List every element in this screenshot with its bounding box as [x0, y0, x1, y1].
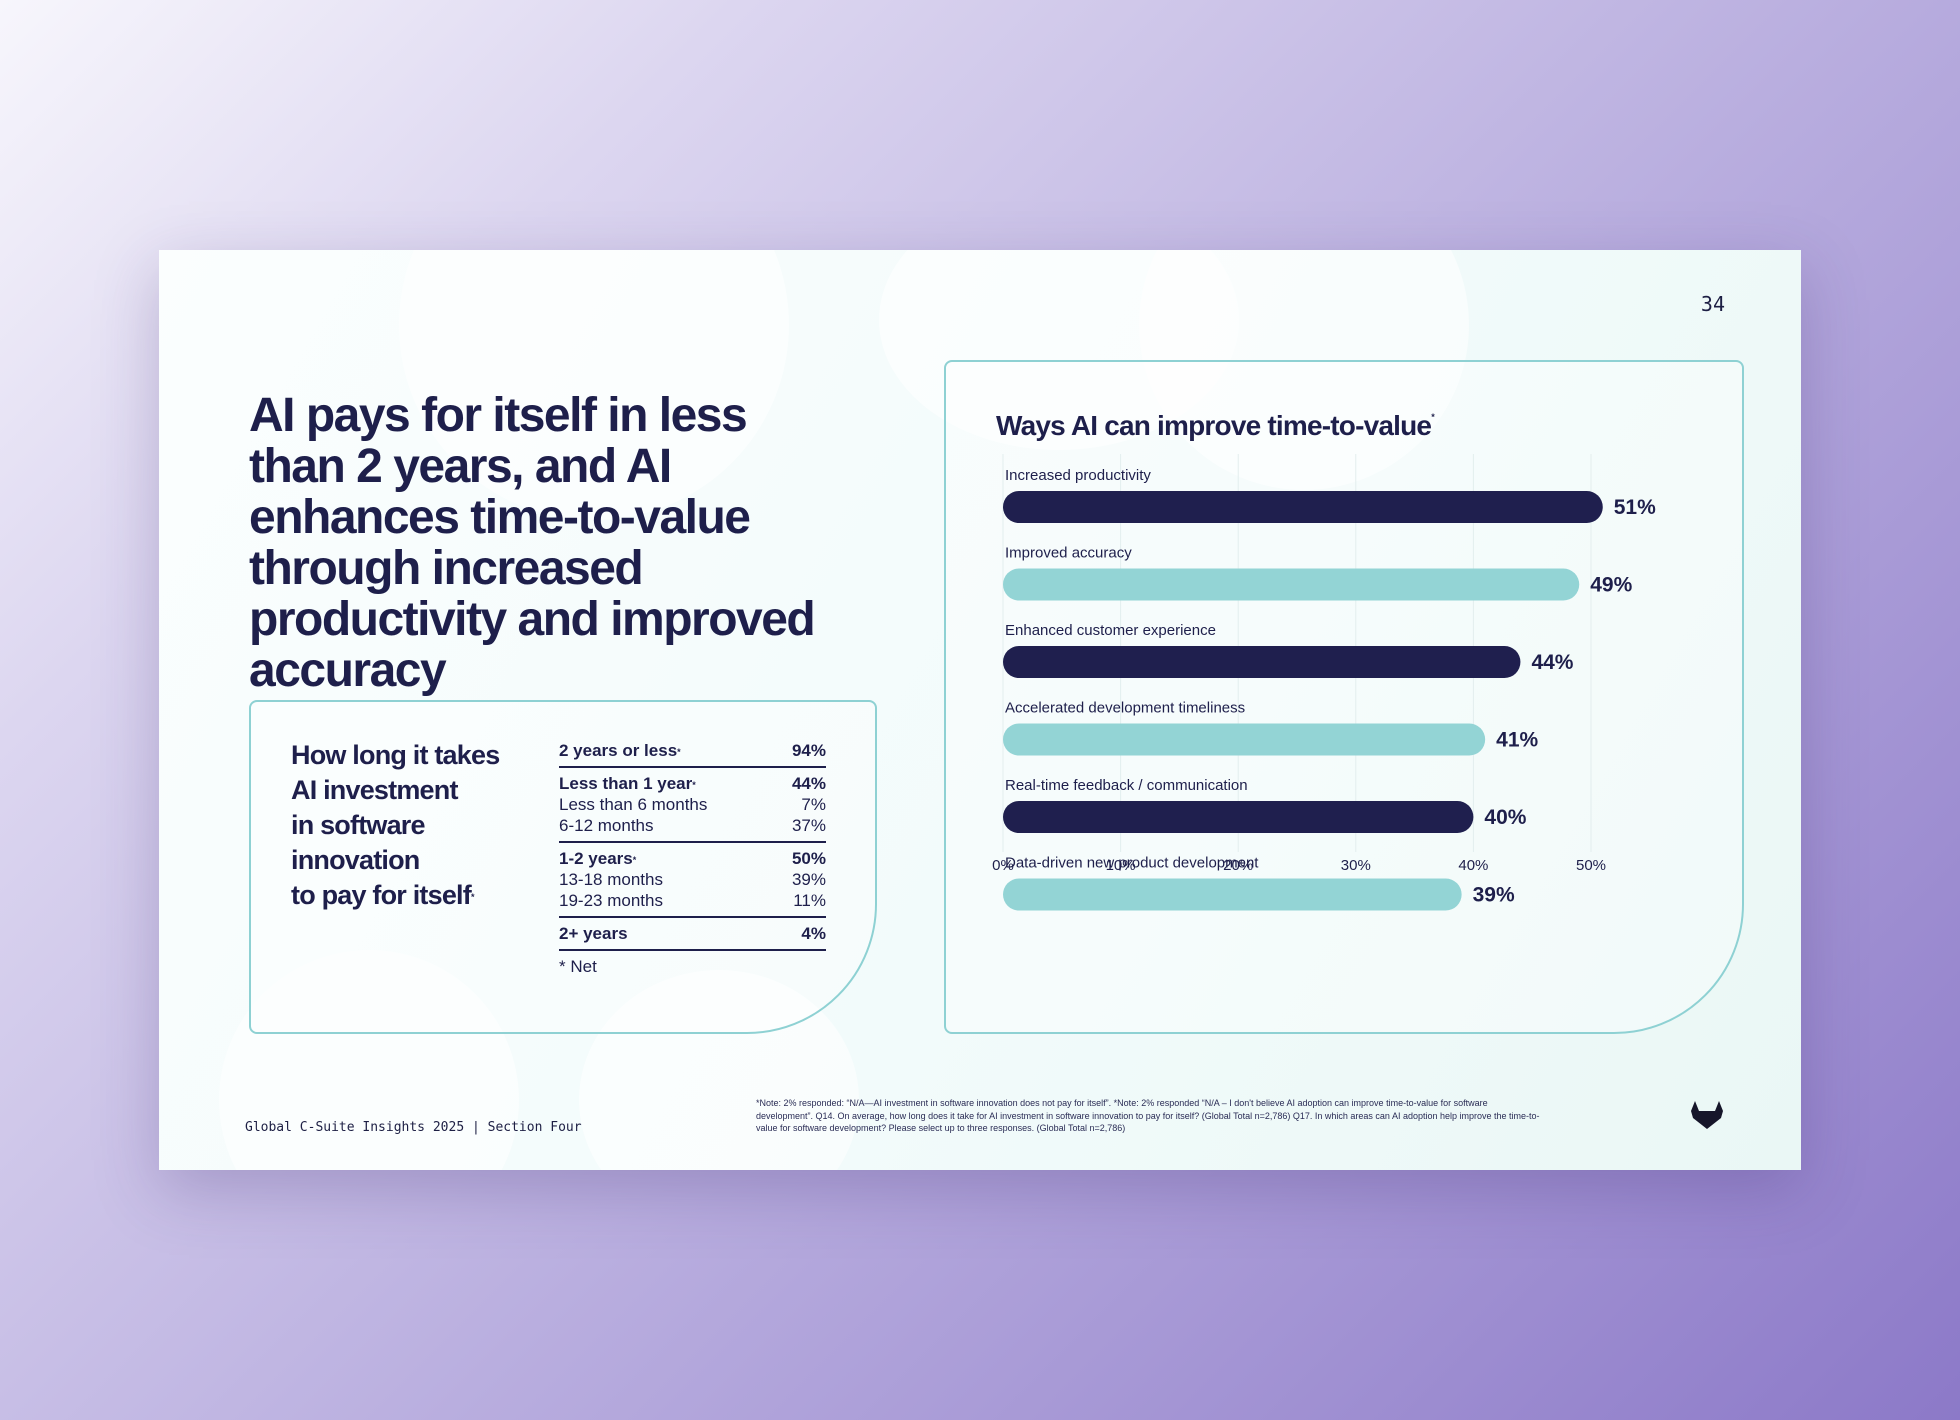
category-label: Improved accuracy — [1005, 545, 1132, 562]
payback-row: 13-18 months 39% — [559, 869, 826, 890]
payback-row-label: Less than 1 year — [559, 774, 693, 793]
payback-row-value: 44% — [791, 774, 826, 793]
payback-row-label: 1-2 years — [559, 849, 633, 868]
x-tick-label: 0% — [992, 857, 1014, 874]
payback-row-label: Less than 6 months — [559, 795, 708, 814]
bar — [1003, 878, 1462, 911]
payback-row: 2+ years 4% — [559, 923, 826, 944]
payback-row: Less than 6 months 7% — [559, 794, 826, 815]
page-number: 34 — [1700, 292, 1725, 316]
payback-table: 2 years or less* 94% Less than 1 year* 44% L… — [559, 740, 826, 977]
payback-row: 19-23 months 11% — [559, 890, 826, 911]
category-label: Increased productivity — [1005, 467, 1151, 484]
category-label: Enhanced customer experience — [1005, 622, 1216, 639]
payback-row-label: 2+ years — [559, 924, 628, 943]
x-tick-label: 40% — [1458, 857, 1488, 874]
bar — [1003, 491, 1603, 523]
payback-row-value: 11% — [793, 891, 826, 910]
payback-row-value: 94% — [791, 741, 826, 760]
x-tick-label: 50% — [1576, 857, 1606, 874]
value-label: 49% — [1590, 574, 1632, 597]
x-tick-label: 20% — [1223, 857, 1253, 874]
payback-title: How long it takes AI investment in softwar… — [291, 740, 500, 910]
page-title: AI pays for itself in less than 2 years,… — [249, 389, 816, 697]
footnote: *Note: 2% responded: “N/A—AI investment … — [756, 1098, 1540, 1133]
bar — [1003, 568, 1580, 601]
chart-card: Ways AI can improve time-to-value* 0% 10%… — [944, 360, 1744, 1034]
payback-row-value: 39% — [791, 870, 826, 889]
slide: 34 AI pays for itself in less than 2 yea… — [159, 250, 1801, 1170]
chart-title: Ways AI can improve time-to-value* — [996, 410, 1435, 441]
value-label: 51% — [1614, 496, 1656, 519]
bar-chart: 0% 10% 20% 30% 40% 50% Increased productivity 5… — [992, 454, 1656, 911]
category-label: Data-driven new product development — [1005, 855, 1259, 872]
payback-row-label: 13-18 months — [559, 870, 663, 889]
payback-row: 6-12 months 37% — [559, 815, 826, 836]
payback-row-label: 6-12 months — [559, 816, 654, 835]
bar — [1003, 723, 1486, 756]
payback-row-value: 37% — [791, 816, 826, 835]
payback-group: 1-2 years* 50% 13-18 months 39% 19-23 months… — [559, 843, 826, 918]
value-label: 39% — [1473, 884, 1515, 907]
payback-row: Less than 1 year* 44% — [559, 774, 826, 793]
payback-row: 1-2 years* 50% — [559, 849, 826, 868]
x-tick-label: 10% — [1106, 857, 1136, 874]
gitlab-fox-icon — [1691, 1101, 1723, 1129]
value-label: 44% — [1531, 651, 1573, 674]
payback-row-value: 7% — [801, 795, 826, 814]
value-label: 41% — [1496, 729, 1538, 752]
payback-group: Less than 1 year* 44% Less than 6 months 7%… — [559, 768, 826, 843]
category-label: Real-time feedback / communication — [1005, 777, 1248, 794]
payback-card: How long it takes AI investment in softwar… — [249, 700, 877, 1034]
payback-group: 2+ years 4% — [559, 918, 826, 951]
payback-row-value: 4% — [801, 924, 826, 943]
payback-row: 2 years or less* 94% — [559, 741, 826, 760]
payback-note: * Net — [559, 957, 597, 976]
report-section-label: Global C-Suite Insights 2025 | Section F… — [245, 1120, 582, 1135]
x-tick-label: 30% — [1341, 857, 1371, 874]
category-label: Accelerated development timeliness — [1005, 700, 1245, 717]
payback-row-value: 50% — [791, 849, 826, 868]
payback-row-label: 2 years or less — [559, 741, 678, 760]
payback-group: 2 years or less* 94% — [559, 740, 826, 768]
payback-row-label: 19-23 months — [559, 891, 663, 910]
bar — [1003, 646, 1521, 678]
bar — [1003, 801, 1474, 833]
value-label: 40% — [1484, 806, 1526, 829]
